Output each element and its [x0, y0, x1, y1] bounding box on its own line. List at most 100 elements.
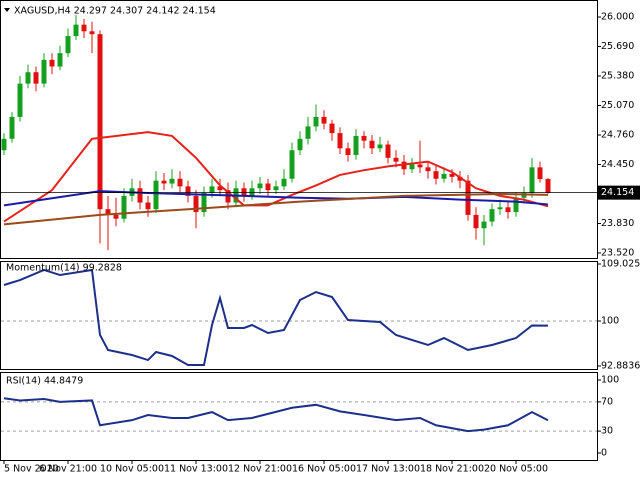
candle-body	[433, 171, 439, 179]
indicator-line	[3, 268, 549, 367]
candle-body	[185, 186, 191, 196]
candle-body	[193, 195, 199, 213]
menu-triangle[interactable]	[4, 8, 10, 12]
candle-body	[537, 167, 543, 180]
candle-body	[337, 133, 343, 149]
candle-body	[417, 164, 423, 168]
candle-body	[217, 186, 223, 191]
y-tick-label: 25.070	[601, 100, 634, 111]
x-tick-label: 11 Nov 13:00	[164, 464, 228, 475]
candle-body	[529, 167, 535, 194]
y-tick-label: 100	[601, 375, 619, 386]
candle-body	[329, 123, 335, 134]
candle-body	[177, 178, 183, 187]
panel-title: RSI(14) 44.8479	[6, 376, 83, 387]
candle-body	[441, 173, 447, 179]
moving-average	[3, 131, 549, 223]
x-tick-label: 18 Nov 21:00	[420, 464, 484, 475]
candle-body	[409, 164, 415, 170]
candle-body	[9, 116, 15, 139]
y-tick-label: 26.000	[601, 12, 634, 23]
candle-body	[161, 180, 167, 184]
candle-body	[345, 148, 351, 155]
candle-body	[49, 59, 55, 67]
candle-body	[465, 180, 471, 215]
candle-body	[321, 116, 327, 124]
candle-body	[353, 135, 359, 155]
x-tick-label: 16 Nov 05:00	[292, 464, 356, 475]
candle-body	[25, 72, 31, 84]
candle-body	[257, 183, 263, 189]
y-tick-label: 24.760	[601, 129, 634, 140]
candle-body	[289, 150, 295, 179]
candle-body	[265, 183, 271, 191]
indicator-line	[3, 397, 549, 433]
candle-body	[73, 24, 79, 37]
x-tick-label: 6 Nov 21:00	[39, 464, 97, 475]
candle-body	[105, 209, 111, 215]
rsi-frame	[0, 372, 598, 461]
candle-body	[513, 197, 519, 213]
candle-body	[57, 53, 63, 67]
x-tick-label: 20 Nov 05:00	[484, 464, 548, 475]
y-tick-label: 24.450	[601, 159, 634, 170]
y-tick-label: 70	[601, 396, 613, 407]
candle-body	[1, 138, 7, 151]
candle-body	[297, 138, 303, 151]
candle-body	[201, 193, 207, 213]
candle-body	[481, 221, 487, 229]
candle-body	[241, 188, 247, 196]
moving-average	[3, 190, 549, 207]
panel-title: Momentum(14) 99.2828	[6, 263, 122, 274]
candle-body	[209, 186, 215, 194]
current-price-box	[598, 185, 640, 200]
candle-body	[121, 195, 127, 219]
candle-body	[385, 144, 391, 158]
candle-body	[377, 144, 383, 149]
x-tick-label: 12 Nov 21:00	[228, 464, 292, 475]
candle-body	[305, 126, 311, 139]
candle-body	[17, 83, 23, 117]
candle-body	[361, 135, 367, 141]
y-tick-label: 30	[601, 426, 613, 437]
x-tick-label: 10 Nov 05:00	[100, 464, 164, 475]
y-tick-label: 25.380	[601, 71, 634, 82]
candle-body	[65, 36, 71, 54]
candle-body	[113, 214, 119, 219]
candle-body	[249, 188, 255, 196]
y-tick-label: 25.690	[601, 41, 634, 52]
candle-body	[497, 207, 503, 210]
candle-body	[169, 178, 175, 184]
candle-body	[281, 178, 287, 187]
candle-body	[489, 209, 495, 222]
x-tick-label: 5 Nov 2020	[4, 464, 59, 475]
candle-body	[425, 167, 431, 172]
y-tick-label: 92.8836	[601, 361, 640, 372]
candle-body	[449, 173, 455, 177]
y-tick-label: 0	[601, 448, 607, 459]
x-tick-label: 17 Nov 13:00	[356, 464, 420, 475]
candle-body	[473, 214, 479, 229]
candle-body	[457, 176, 463, 181]
panel-title: XAGUSD,H4 24.297 24.307 24.142 24.154	[14, 6, 216, 17]
candle-body	[545, 179, 551, 193]
candle-body	[41, 59, 47, 84]
candle-body	[369, 140, 375, 149]
y-tick-label: 23.830	[601, 218, 634, 229]
candle-body	[89, 31, 95, 35]
candle-body	[33, 72, 39, 84]
current-price-label: 24.154	[601, 187, 634, 198]
candle-body	[97, 34, 103, 210]
candle-body	[505, 207, 511, 213]
candle-body	[313, 116, 319, 127]
candle-body	[81, 24, 87, 32]
y-tick-label: 23.520	[601, 247, 634, 258]
candle-body	[393, 157, 399, 162]
candle-body	[153, 180, 159, 210]
main-frame	[0, 0, 598, 259]
candle-body	[273, 186, 279, 191]
candle-body	[137, 188, 143, 203]
